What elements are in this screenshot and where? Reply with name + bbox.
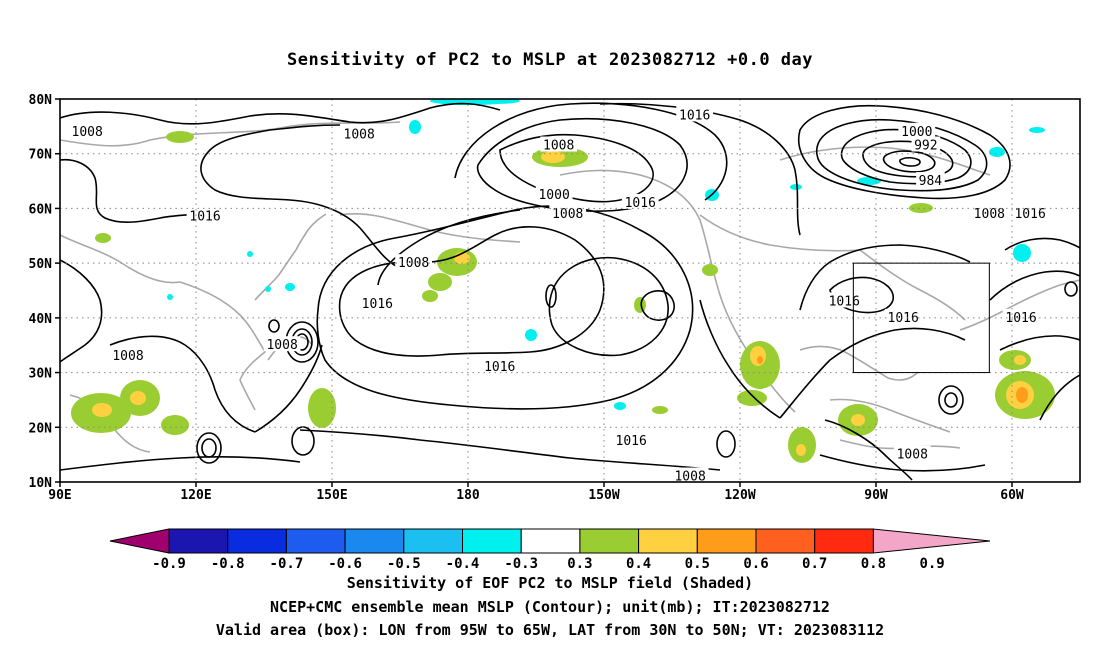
lat-tick-label: 80N: [29, 93, 53, 108]
colorbar-swatch: [227, 528, 287, 554]
colorbar-label: -0.8: [211, 556, 245, 572]
colorbar-label: 0.4: [626, 556, 651, 572]
mslp-contours: [60, 102, 1080, 481]
colorbar-label: 0.9: [919, 556, 944, 572]
contour-label: 1008: [72, 125, 103, 140]
lat-tick-label: 20N: [29, 421, 53, 436]
colorbar-swatch: [344, 528, 405, 554]
contour-label: 1016: [616, 434, 647, 449]
lat-tick-label: 50N: [29, 257, 53, 272]
contour-label: 1016: [484, 360, 515, 375]
contour-label: 1016: [362, 297, 393, 312]
colorbar: -0.9 -0.8 -0.7 -0.6 -0.5 -0.4 -0.3 0.3 0.4 0.5 0.6…: [109, 528, 991, 572]
contour-label: 1008: [897, 448, 928, 463]
valid-area-box: [852, 262, 990, 374]
contour-label: 1016: [829, 294, 860, 309]
contour-label: 1000: [538, 188, 569, 203]
colorbar-label: 0.8: [861, 556, 886, 572]
contour-label: 1016: [1014, 207, 1045, 222]
lon-tick-label: 120W: [724, 488, 755, 503]
footer-line-1: Sensitivity of EOF PC2 to MSLP field (Sh…: [346, 574, 754, 592]
colorbar-label: 0.5: [685, 556, 710, 572]
colorbar-label: -0.9: [152, 556, 186, 572]
colorbar-swatch: [168, 528, 229, 554]
contour-label: 1008: [674, 470, 705, 485]
colorbar-swatch: [755, 528, 816, 554]
contour-label: 1008: [543, 139, 574, 154]
contour-label: 1008: [112, 349, 143, 364]
contour-label: 1008: [344, 128, 375, 143]
sensitivity-shading: [71, 99, 1055, 463]
lat-tick-label: 40N: [29, 312, 53, 327]
colorbar-label: -0.5: [387, 556, 421, 572]
lon-tick-label: 120E: [180, 488, 211, 503]
colorbar-swatch: [403, 528, 463, 554]
contour-label: 1016: [625, 196, 656, 211]
contour-label: 1008: [398, 256, 429, 271]
lon-tick-label: 150E: [316, 488, 347, 503]
contour-label: 1016: [888, 311, 919, 326]
colorbar-swatch: [696, 528, 757, 554]
footer-line-2: NCEP+CMC ensemble mean MSLP (Contour); u…: [270, 598, 830, 616]
contour-label: 1008: [974, 207, 1005, 222]
colorbar-label: -0.3: [504, 556, 538, 572]
lon-tick-label: 180: [456, 488, 480, 503]
lon-tick-label: 150W: [588, 488, 619, 503]
contour-label: 984: [919, 174, 943, 189]
colorbar-swatch: [814, 528, 874, 554]
contour-label: 1000: [901, 125, 932, 140]
colorbar-label: -0.4: [446, 556, 480, 572]
contour-label: 1016: [679, 108, 710, 123]
contour-label: 1008: [552, 207, 583, 222]
contour-label: 1016: [1005, 311, 1036, 326]
colorbar-swatch: [638, 528, 698, 554]
coastlines: [60, 121, 1080, 453]
contour-labels: 1008 1008 1016 1008 1000 1008 1016 1016 1008 1016…: [68, 106, 1049, 485]
footer-line-3: Valid area (box): LON from 95W to 65W, L…: [215, 621, 885, 639]
colorbar-swatch: [520, 528, 581, 554]
contour-label: 1016: [189, 210, 220, 225]
colorbar-left-arrow: [109, 528, 170, 554]
map-frame: [59, 98, 1081, 483]
colorbar-label: -0.7: [270, 556, 304, 572]
contour-label: 1008: [266, 338, 297, 353]
graticule: [60, 99, 1080, 482]
lon-tick-label: 90W: [864, 488, 888, 503]
lat-tick-label: 70N: [29, 148, 53, 163]
colorbar-right-arrow: [872, 528, 991, 554]
colorbar-swatch: [285, 528, 346, 554]
colorbar-label: -0.6: [328, 556, 362, 572]
lat-tick-label: 60N: [29, 202, 53, 217]
colorbar-swatch: [579, 528, 640, 554]
colorbar-label: 0.7: [802, 556, 827, 572]
colorbar-label: 0.6: [743, 556, 768, 572]
lat-tick-label: 30N: [29, 367, 53, 382]
colorbar-swatch: [462, 528, 522, 554]
contour-label: 992: [914, 139, 937, 154]
colorbar-label: 0.3: [567, 556, 592, 572]
lat-tick-label: 10N: [29, 476, 53, 491]
chart-title: Sensitivity of PC2 to MSLP at 2023082712…: [286, 50, 813, 70]
lon-tick-label: 60W: [1000, 488, 1024, 503]
lon-tick-label: 90E: [48, 488, 71, 503]
